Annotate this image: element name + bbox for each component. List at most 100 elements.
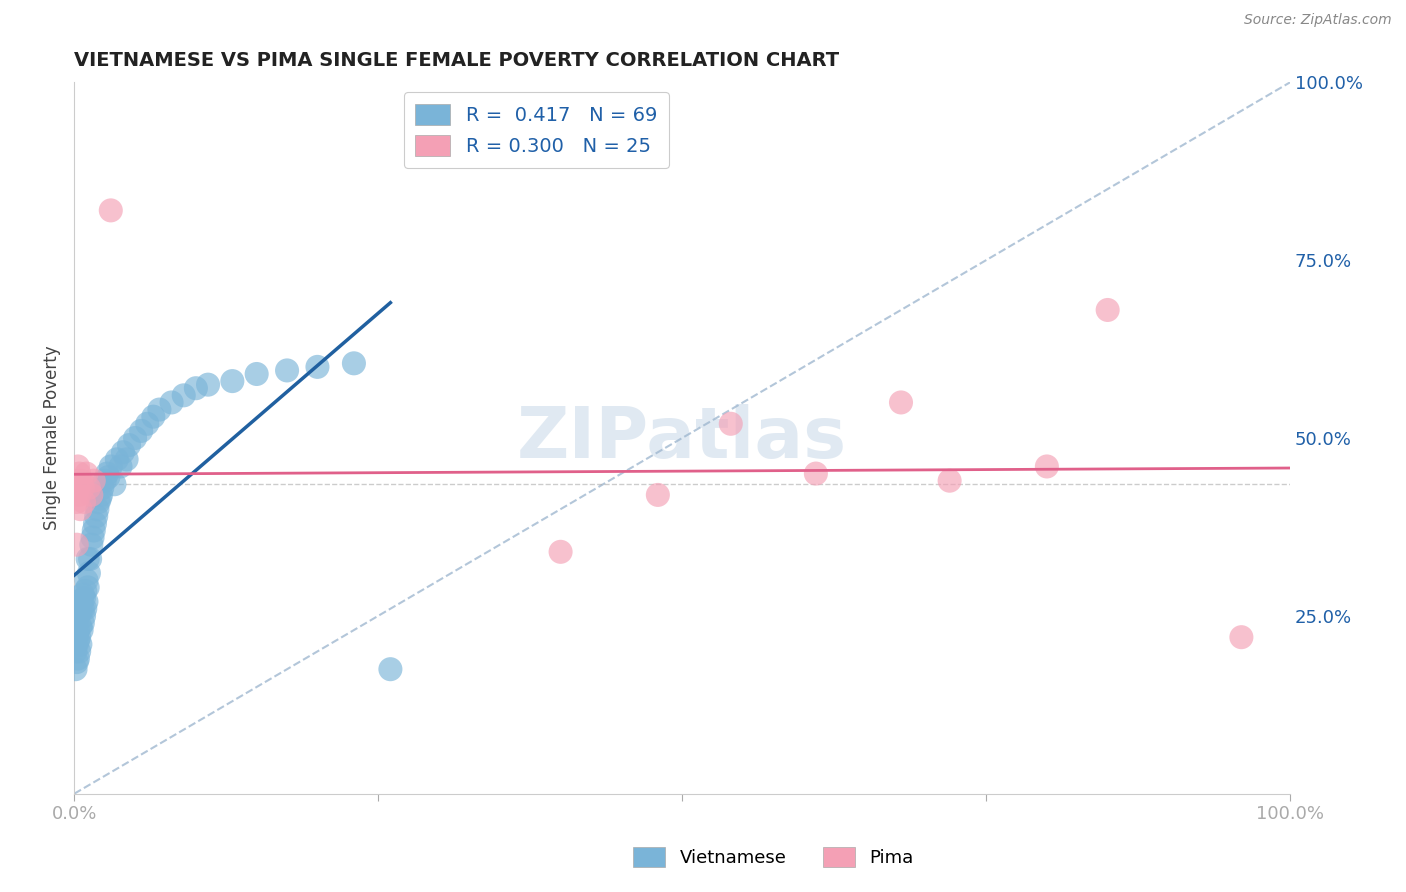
Point — [97, 470, 120, 484]
Point — [65, 481, 87, 495]
Point — [70, 623, 93, 637]
Text: ZIPatlas: ZIPatlas — [517, 403, 848, 473]
Point — [76, 574, 98, 588]
Point — [197, 377, 219, 392]
Point — [66, 459, 89, 474]
Point — [66, 594, 89, 608]
Point — [76, 594, 98, 608]
Point — [66, 633, 89, 648]
Point — [84, 516, 107, 531]
Point — [246, 367, 269, 381]
Point — [343, 356, 366, 370]
Point — [111, 445, 134, 459]
Legend: Vietnamese, Pima: Vietnamese, Pima — [626, 839, 921, 874]
Point — [142, 409, 165, 424]
Point — [160, 395, 183, 409]
Point — [103, 477, 125, 491]
Point — [83, 474, 105, 488]
Point — [1230, 630, 1253, 644]
Point — [66, 538, 89, 552]
Point — [184, 381, 207, 395]
Point — [67, 601, 90, 615]
Point — [70, 594, 93, 608]
Point — [69, 637, 91, 651]
Point — [129, 424, 152, 438]
Point — [124, 431, 146, 445]
Point — [93, 474, 115, 488]
Point — [69, 619, 91, 633]
Point — [75, 583, 97, 598]
Point — [65, 630, 87, 644]
Point — [82, 531, 104, 545]
Legend: R =  0.417   N = 69, R = 0.300   N = 25: R = 0.417 N = 69, R = 0.300 N = 25 — [404, 92, 669, 168]
Point — [79, 552, 101, 566]
Point — [380, 662, 402, 676]
Point — [76, 552, 98, 566]
Point — [66, 651, 89, 665]
Point — [66, 495, 89, 509]
Point — [87, 495, 110, 509]
Point — [550, 545, 572, 559]
Point — [89, 491, 111, 506]
Point — [804, 467, 827, 481]
Point — [90, 488, 112, 502]
Text: Source: ZipAtlas.com: Source: ZipAtlas.com — [1244, 13, 1392, 28]
Point — [66, 655, 89, 669]
Point — [66, 626, 89, 640]
Point — [72, 481, 94, 495]
Point — [66, 637, 89, 651]
Point — [307, 359, 329, 374]
Point — [67, 630, 90, 644]
Point — [73, 591, 96, 605]
Point — [80, 538, 103, 552]
Point — [80, 488, 103, 502]
Point — [67, 467, 90, 481]
Point — [72, 615, 94, 630]
Point — [67, 488, 90, 502]
Point — [110, 459, 132, 474]
Point — [115, 452, 138, 467]
Point — [86, 502, 108, 516]
Point — [173, 388, 195, 402]
Point — [96, 467, 118, 481]
Point — [65, 644, 87, 658]
Point — [69, 605, 91, 619]
Point — [70, 474, 93, 488]
Point — [105, 452, 128, 467]
Point — [67, 644, 90, 658]
Point — [84, 509, 107, 524]
Point — [720, 417, 742, 431]
Point — [100, 459, 122, 474]
Point — [118, 438, 141, 452]
Point — [100, 203, 122, 218]
Y-axis label: Single Female Poverty: Single Female Poverty — [44, 346, 60, 531]
Point — [938, 474, 960, 488]
Point — [66, 612, 89, 626]
Point — [1097, 303, 1119, 318]
Point — [91, 481, 114, 495]
Point — [66, 474, 89, 488]
Point — [647, 488, 669, 502]
Point — [221, 374, 243, 388]
Point — [66, 623, 89, 637]
Point — [73, 608, 96, 623]
Point — [890, 395, 912, 409]
Point — [66, 608, 89, 623]
Point — [148, 402, 170, 417]
Point — [76, 581, 98, 595]
Point — [77, 481, 100, 495]
Point — [83, 524, 105, 538]
Point — [75, 601, 97, 615]
Point — [72, 601, 94, 615]
Point — [77, 566, 100, 581]
Point — [65, 615, 87, 630]
Point — [136, 417, 159, 431]
Point — [69, 502, 91, 516]
Point — [65, 662, 87, 676]
Text: VIETNAMESE VS PIMA SINGLE FEMALE POVERTY CORRELATION CHART: VIETNAMESE VS PIMA SINGLE FEMALE POVERTY… — [75, 51, 839, 70]
Point — [72, 587, 94, 601]
Point — [73, 495, 96, 509]
Point — [1036, 459, 1059, 474]
Point — [76, 467, 98, 481]
Point — [276, 363, 298, 377]
